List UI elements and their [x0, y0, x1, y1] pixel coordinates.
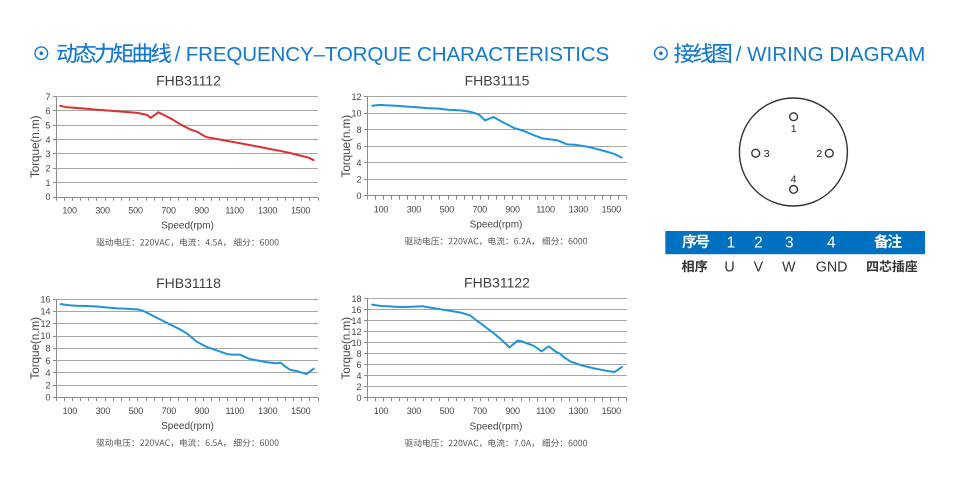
svg-text:Torque(n.m): Torque(n.m) [339, 115, 353, 178]
svg-text:100: 100 [374, 406, 389, 416]
svg-text:14: 14 [351, 316, 361, 326]
svg-text:1: 1 [727, 235, 736, 252]
svg-text:Torque(n.m): Torque(n.m) [28, 317, 42, 380]
svg-text:1: 1 [45, 178, 50, 188]
svg-text:FHB31122: FHB31122 [464, 275, 530, 291]
svg-text:1100: 1100 [536, 406, 555, 416]
svg-text:0: 0 [45, 192, 50, 202]
svg-text:Torque(n.m): Torque(n.m) [339, 317, 353, 380]
svg-text:500: 500 [128, 206, 143, 216]
svg-text:1300: 1300 [569, 204, 588, 214]
svg-text:100: 100 [374, 204, 389, 214]
svg-text:2: 2 [754, 235, 763, 252]
svg-text:1300: 1300 [569, 406, 588, 416]
svg-text:1: 1 [791, 123, 797, 135]
svg-text:900: 900 [194, 206, 209, 216]
svg-text:2: 2 [816, 148, 822, 160]
svg-text:300: 300 [95, 206, 110, 216]
svg-text:1100: 1100 [225, 206, 244, 216]
svg-text:FHB31115: FHB31115 [465, 72, 530, 88]
svg-text:300: 300 [407, 406, 422, 416]
svg-text:700: 700 [161, 206, 176, 216]
svg-text:1100: 1100 [536, 204, 555, 214]
svg-text:2: 2 [356, 175, 361, 185]
svg-text:700: 700 [162, 406, 177, 416]
svg-text:300: 300 [407, 204, 422, 214]
svg-text:8: 8 [356, 349, 361, 359]
svg-text:Speed(rpm): Speed(rpm) [470, 421, 523, 432]
svg-text:FHB31112: FHB31112 [156, 72, 221, 88]
svg-text:4: 4 [45, 135, 50, 145]
svg-text:5: 5 [45, 121, 50, 131]
svg-text:8: 8 [45, 344, 50, 354]
svg-text:12: 12 [351, 92, 361, 102]
svg-text:300: 300 [96, 406, 111, 416]
svg-text:10: 10 [351, 338, 361, 348]
svg-text:700: 700 [472, 406, 487, 416]
svg-text:12: 12 [40, 319, 50, 329]
svg-text:500: 500 [129, 406, 144, 416]
svg-text:2: 2 [45, 164, 50, 174]
svg-text:/ WIRING DIAGRAM: / WIRING DIAGRAM [730, 43, 925, 66]
svg-text:FHB31118: FHB31118 [156, 275, 221, 291]
svg-text:14: 14 [40, 307, 50, 317]
svg-text:16: 16 [351, 305, 361, 315]
svg-text:16: 16 [40, 294, 50, 304]
svg-text:Speed(rpm): Speed(rpm) [161, 221, 214, 232]
svg-text:4: 4 [791, 174, 797, 186]
svg-text:10: 10 [351, 108, 361, 118]
svg-text:0: 0 [356, 393, 361, 403]
svg-text:6: 6 [356, 141, 361, 151]
svg-text:1500: 1500 [602, 204, 621, 214]
svg-text:100: 100 [62, 206, 77, 216]
svg-text:2: 2 [356, 382, 361, 392]
svg-text:Speed(rpm): Speed(rpm) [161, 421, 214, 432]
svg-text:U: U [724, 260, 734, 276]
svg-text:4: 4 [356, 371, 361, 381]
svg-text:700: 700 [472, 204, 487, 214]
svg-text:4: 4 [45, 368, 50, 378]
svg-text:4: 4 [356, 158, 361, 168]
svg-text:Speed(rpm): Speed(rpm) [470, 219, 523, 230]
svg-text:1300: 1300 [258, 406, 277, 416]
svg-text:GND: GND [816, 260, 848, 276]
svg-text:2: 2 [45, 380, 50, 390]
svg-text:500: 500 [440, 204, 455, 214]
svg-text:1300: 1300 [258, 206, 277, 216]
svg-text:6: 6 [45, 106, 50, 116]
svg-text:W: W [782, 260, 796, 276]
svg-text:500: 500 [440, 406, 455, 416]
svg-text:3: 3 [45, 149, 50, 159]
svg-text:1500: 1500 [602, 406, 621, 416]
svg-text:V: V [754, 260, 764, 276]
svg-text:900: 900 [505, 204, 520, 214]
svg-text:6: 6 [45, 356, 50, 366]
svg-text:Torque(n.m): Torque(n.m) [28, 115, 42, 178]
svg-text:6: 6 [356, 360, 361, 370]
svg-text:/ FREQUENCY–TORQUE CHARACTERIS: / FREQUENCY–TORQUE CHARACTERISTICS [169, 43, 609, 66]
svg-text:12: 12 [351, 327, 361, 337]
svg-text:900: 900 [195, 406, 210, 416]
svg-text:900: 900 [505, 406, 520, 416]
svg-text:1100: 1100 [226, 406, 245, 416]
svg-text:3: 3 [785, 235, 794, 252]
svg-text:0: 0 [356, 191, 361, 201]
svg-text:100: 100 [63, 406, 78, 416]
svg-text:10: 10 [40, 331, 50, 341]
svg-text:3: 3 [764, 148, 770, 160]
svg-text:4: 4 [827, 235, 836, 252]
svg-text:8: 8 [356, 125, 361, 135]
svg-text:18: 18 [351, 294, 361, 304]
svg-text:1500: 1500 [291, 406, 310, 416]
svg-text:1500: 1500 [291, 206, 310, 216]
svg-text:7: 7 [45, 92, 50, 102]
svg-text:0: 0 [45, 393, 50, 403]
